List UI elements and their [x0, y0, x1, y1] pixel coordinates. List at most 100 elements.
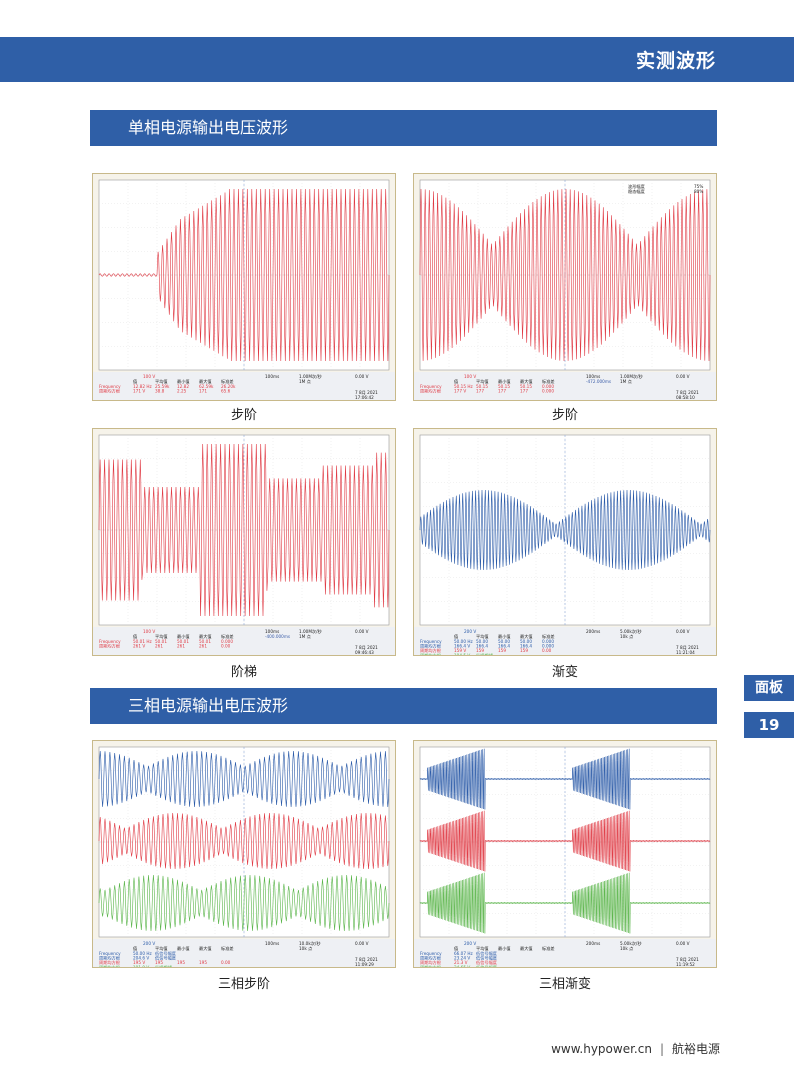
measurement-value: 50.15: [520, 384, 532, 389]
measurement-header: 最大值: [199, 633, 212, 640]
measurement-name: 周期均方根: [420, 964, 442, 967]
measurement-header: 标准差: [221, 378, 234, 385]
measurement-value: 177 V: [454, 389, 466, 394]
measurement-header: 平均值: [155, 945, 168, 952]
measurement-name: 周期均方根: [420, 388, 442, 395]
measurement-name: Frequency: [420, 639, 442, 644]
measurement-header: 平均值: [476, 633, 489, 640]
channel-scale: 100 V: [464, 374, 476, 379]
section-single-phase: 单相电源输出电压波形: [90, 110, 717, 146]
measurement-value: 38.8: [155, 389, 165, 394]
waveform-trace: [419, 489, 711, 571]
footer: www.hypower.cn | 航裕电源: [551, 1040, 720, 1057]
record-length: 10k 点: [620, 634, 633, 640]
oscilloscope-screenshot: 200 V 100ms 10.0k次/秒 10k 点 0.00 V 7 8月 2021 11…: [92, 740, 396, 968]
timebase-readout: 100ms: [265, 941, 279, 946]
measurement-value: 50.00: [498, 639, 510, 644]
waveform-trace: [419, 188, 711, 362]
measurement-name: 周期均方根: [420, 652, 442, 655]
section-three-phase: 三相电源输出电压波形: [90, 688, 717, 724]
figure-caption: 步阶: [230, 408, 257, 423]
measurement-value: 低信号幅度: [155, 950, 177, 957]
measurement-value: 204.6 V: [133, 956, 149, 961]
measurement-value: 0.000: [542, 384, 554, 389]
measurement-value: 反馈期望: [476, 652, 493, 655]
capture-date: 7 8月 2021: [676, 645, 699, 651]
figure-caption: 步阶: [551, 408, 578, 423]
measurement-header: 最小值: [498, 378, 511, 385]
measurement-value: 0.00: [221, 644, 231, 649]
measurement-value: 177: [498, 389, 506, 394]
measurement-value: 195: [177, 960, 185, 965]
measurement-value: 26.20k: [221, 384, 236, 389]
figure-caption: 三相渐变: [538, 977, 591, 992]
measurement-header: 最大值: [199, 945, 212, 952]
website-link[interactable]: www.hypower.cn: [551, 1042, 652, 1056]
measurement-value: 50.01: [199, 639, 211, 644]
measurement-header: 最小值: [498, 945, 511, 952]
measurement-header: 值: [133, 633, 137, 640]
measurement-header: 最小值: [498, 633, 511, 640]
measurement-value: 166.4: [520, 644, 532, 649]
capture-time: 17:06:42: [355, 395, 374, 400]
measurement-value: 0.000: [221, 639, 233, 644]
channel-scale: 100 V: [143, 629, 155, 634]
measurement-header: 值: [454, 378, 458, 385]
trigger-level: 0.00 V: [676, 629, 690, 634]
waveform-trace: [419, 748, 711, 810]
status-bar: [414, 372, 716, 400]
measurement-header: 最大值: [520, 633, 533, 640]
capture-date: 7 8月 2021: [355, 390, 378, 396]
measurement-header: 平均值: [155, 378, 168, 385]
channel-scale: 200 V: [464, 941, 476, 946]
footer-separator: |: [659, 1042, 664, 1056]
measurement-value: 66.07 Hz: [454, 951, 473, 956]
measurement-value: 2.25: [177, 389, 187, 394]
measurement-value: 50.00 Hz: [133, 951, 152, 956]
measurement-header: 值: [454, 633, 458, 640]
measurement-value: 12.82: [177, 384, 189, 389]
measurement-name: 周期均方根: [420, 959, 442, 966]
channel-scale: 100 V: [143, 374, 155, 379]
measurement-value: 261: [177, 644, 185, 649]
measurement-name: 周期均方根: [99, 388, 121, 395]
measurement-name: 周期均方根: [420, 955, 442, 962]
measurement-header: 标准差: [542, 633, 555, 640]
measurement-value: 反馈期望: [155, 964, 172, 967]
measurement-value: 261: [155, 644, 163, 649]
measurement-value: 50.15: [498, 384, 510, 389]
side-tab-category: 面板: [744, 675, 794, 701]
page-header-bar: 实测波形: [0, 37, 794, 82]
waveform-trace: [419, 872, 711, 934]
measurement-value: 50.00: [476, 639, 488, 644]
status-bar: [414, 939, 716, 967]
measurement-value: 159: [476, 648, 484, 653]
measurement-value: 50.15: [476, 384, 488, 389]
measurement-name: 周期均方根: [99, 959, 121, 966]
measurement-value: 177: [520, 389, 528, 394]
measurement-value: 0.000: [542, 639, 554, 644]
waveform-trace: [98, 443, 390, 617]
measurement-value: 166.4: [498, 644, 510, 649]
measurement-value: 0.00: [221, 960, 231, 965]
measurement-name: 周期均方根: [99, 955, 121, 962]
capture-time: 11:09:29: [355, 962, 374, 967]
timebase-readout: 200ms: [586, 629, 600, 634]
capture-time: 11:19:52: [676, 962, 695, 967]
sample-rate: 10.0k次/秒: [299, 940, 321, 947]
trigger-level: 0.00 V: [676, 374, 690, 379]
timebase-readout: 200ms: [586, 941, 600, 946]
legend-value: 80%: [694, 189, 703, 194]
timebase-readout: 100ms: [265, 374, 279, 379]
legend-label: 波形幅度: [628, 183, 646, 190]
waveform-trace: [419, 810, 711, 872]
channel-scale: 200 V: [143, 941, 155, 946]
legend-value: 75%: [694, 184, 703, 189]
measurement-value: 25.59k: [155, 384, 170, 389]
oscilloscope-screenshot: 100 V 100ms 1.00M次/秒 1M 点 0.00 V 7 8月 2021 09:…: [92, 428, 396, 656]
measurement-header: 最大值: [520, 378, 533, 385]
status-bar: [93, 372, 395, 400]
measurement-value: 191.9 V: [133, 965, 149, 967]
oscilloscope-screenshot: 200 V 200ms 5.00k次/秒 10k 点 0.00 V 7 8月 2021 11…: [413, 428, 717, 656]
